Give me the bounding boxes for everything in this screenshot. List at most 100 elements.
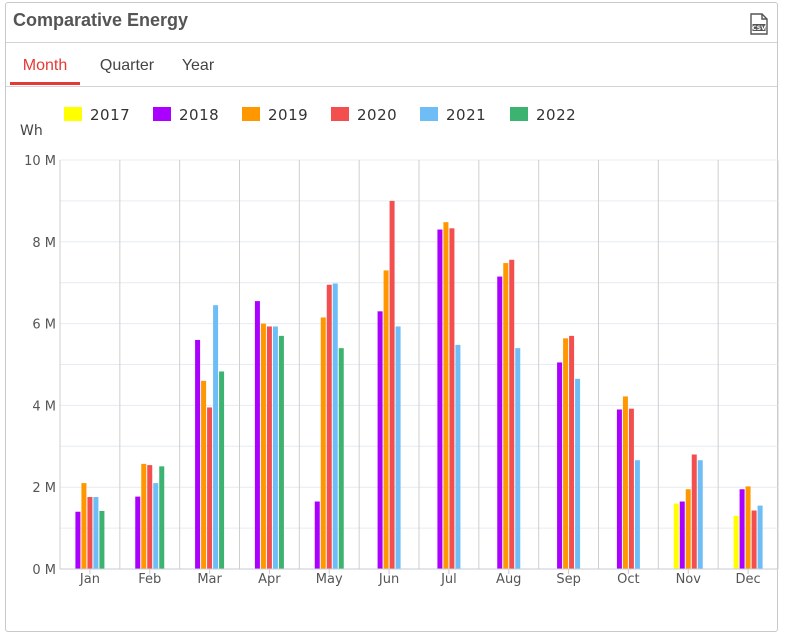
bar-2019-Mar (201, 380, 207, 569)
legend-label-2019: 2019 (268, 106, 308, 124)
bar-2021-Feb (153, 483, 159, 569)
bar-2018-Mar (195, 339, 201, 569)
legend-swatch-2019 (242, 107, 260, 121)
bar-2021-Jan (93, 497, 99, 569)
bar-2020-Jun (389, 200, 395, 569)
bar-2021-Apr (272, 326, 278, 569)
csv-icon-label: CSV (752, 25, 766, 32)
bar-2020-Sep (569, 335, 575, 569)
bar-2019-Nov (685, 489, 691, 569)
bar-2019-May (320, 317, 326, 569)
bar-2020-Aug (509, 259, 515, 569)
bar-2019-Jun (383, 270, 389, 569)
bar-2018-Jan (75, 511, 81, 569)
bar-2019-Sep (563, 338, 569, 569)
tab-year-label: Year (181, 57, 215, 74)
bar-2017-Dec (733, 515, 739, 569)
bar-2018-Oct (616, 409, 622, 569)
bar-2022-Jan (99, 510, 105, 569)
bar-2021-Jul (455, 344, 461, 569)
x-tick-label: Sep (556, 572, 581, 587)
header-divider (6, 42, 777, 43)
bar-2018-Aug (497, 276, 503, 569)
bar-2021-Aug (515, 348, 521, 569)
tab-quarter[interactable]: Quarter (92, 47, 162, 85)
legend-label-2022: 2022 (536, 106, 576, 124)
bar-layer (75, 200, 763, 570)
tab-month-label: Month (22, 57, 68, 74)
bar-2020-Nov (691, 454, 697, 569)
legend-swatch-2022 (510, 107, 528, 121)
csv-export-button[interactable]: CSV (750, 13, 768, 35)
bar-2019-Oct (622, 396, 628, 569)
y-tick-label: 10 M (24, 154, 56, 169)
bar-2020-Mar (207, 407, 213, 569)
tab-month[interactable]: Month (10, 47, 80, 85)
bar-2018-Apr (254, 301, 260, 569)
y-axis-unit-label: Wh (20, 123, 43, 139)
bar-2021-Nov (697, 460, 703, 569)
y-tick-label: 0 M (32, 563, 56, 578)
csv-file-icon: CSV (750, 13, 768, 35)
bar-2020-May (326, 284, 332, 569)
y-tick-label: 2 M (32, 481, 56, 496)
y-tick-label: 4 M (32, 399, 56, 414)
x-tick-label: Jan (79, 572, 100, 587)
active-tab-indicator (10, 82, 80, 85)
bar-2020-Oct (628, 408, 634, 569)
bar-2018-Dec (739, 489, 745, 569)
axis-layer: 0 M 2 M 4 M 6 M 8 M 10 M Jan Feb Mar Apr May Jun Jul… (24, 154, 778, 587)
bar-2019-Feb (141, 463, 147, 569)
x-tick-label: Oct (617, 572, 639, 587)
bar-2019-Aug (503, 263, 509, 569)
legend-swatch-2021 (420, 107, 438, 121)
grid-layer (59, 159, 779, 570)
legend-label-2018: 2018 (179, 106, 219, 124)
tab-quarter-label: Quarter (99, 57, 155, 74)
bar-2019-Jan (81, 483, 87, 569)
x-tick-label: Feb (138, 572, 161, 587)
legend-label-2021: 2021 (446, 106, 486, 124)
bar-2019-Apr (260, 323, 266, 569)
bar-2021-Jun (395, 326, 401, 569)
x-tick-label: Apr (258, 572, 281, 587)
bar-2022-May (338, 348, 344, 569)
bar-2021-Dec (757, 505, 763, 569)
bar-2017-Nov (673, 503, 679, 569)
tab-year[interactable]: Year (172, 47, 224, 85)
bar-2019-Jul (443, 222, 449, 569)
bar-2021-Mar (213, 305, 219, 569)
bar-2022-Feb (159, 466, 165, 569)
x-tick-label: May (316, 572, 343, 587)
bar-2018-Sep (557, 362, 563, 569)
y-tick-label: 6 M (32, 318, 56, 333)
card-title: Comparative Energy (13, 10, 189, 30)
bar-2018-Feb (135, 496, 141, 569)
legend-layer: 2017 2018 2019 2020 2021 2022 (64, 106, 576, 124)
bar-2022-Mar (219, 371, 225, 569)
tabs-divider (6, 86, 777, 87)
legend-swatch-2020 (331, 107, 349, 121)
legend-swatch-2018 (153, 107, 171, 121)
bar-2021-Sep (575, 378, 581, 569)
legend-swatch-2017 (64, 107, 82, 121)
x-tick-label: Dec (736, 572, 761, 587)
x-tick-label: Aug (496, 572, 521, 587)
bar-2022-Apr (278, 335, 284, 569)
legend-label-2020: 2020 (357, 106, 397, 124)
bar-2020-Jul (449, 228, 455, 570)
bar-2020-Apr (266, 326, 272, 569)
bar-2018-Jul (437, 229, 443, 569)
x-tick-label: Nov (676, 572, 702, 587)
y-tick-label: 8 M (32, 236, 56, 251)
bar-2019-Dec (745, 486, 751, 569)
bar-2018-Nov (679, 501, 685, 569)
bar-2018-May (314, 501, 320, 569)
x-tick-label: Mar (197, 572, 222, 587)
legend-label-2017: 2017 (90, 106, 130, 124)
bar-2020-Dec (751, 510, 757, 569)
bar-2020-Jan (87, 497, 93, 569)
bar-2020-Feb (147, 465, 153, 569)
x-tick-label: Jun (378, 572, 399, 587)
